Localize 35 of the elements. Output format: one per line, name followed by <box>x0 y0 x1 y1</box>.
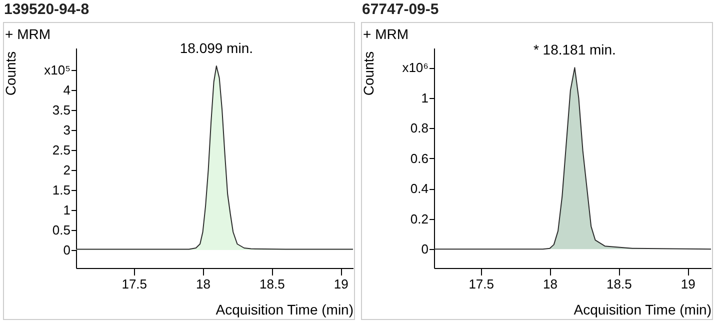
y-tick-label: 0.8 <box>410 120 428 136</box>
y-tick-label: 2.5 <box>52 142 70 158</box>
chart-subtitle: + MRM <box>363 26 408 42</box>
chart-subtitle: + MRM <box>5 26 50 42</box>
x-tick-label: 18.5 <box>606 276 632 292</box>
y-axis-title: Counts <box>360 51 376 96</box>
y-tick-label: 1 <box>63 202 70 218</box>
y-axis-title: Counts <box>2 51 18 96</box>
y-tick-label: 0.4 <box>410 181 428 196</box>
y-tick-label: 0.2 <box>410 211 428 226</box>
y-tick-label: 1 <box>421 90 428 106</box>
chart-title: 139520-94-8 <box>3 0 90 20</box>
x-tick-label: 19 <box>334 276 348 292</box>
annotation: 18.099 min. <box>180 40 254 56</box>
y-tick-label: 3 <box>63 122 70 138</box>
y-tick-label: 0 <box>63 242 70 258</box>
x-axis-title: Acquisition Time (min) <box>574 302 712 318</box>
annotation: * 18.181 min. <box>533 42 616 58</box>
y-tick-label: 3.5 <box>52 102 70 118</box>
x-axis-title: Acquisition Time (min) <box>216 302 354 318</box>
x-tick-label: 18 <box>196 276 211 292</box>
x-tick-label: 19 <box>680 276 696 292</box>
chart-title: 67747-09-5 <box>361 0 440 20</box>
y-tick-label: 4 <box>63 82 70 98</box>
x-tick-label: 17.5 <box>122 276 148 292</box>
x-tick-label: 18.5 <box>260 276 285 292</box>
x-tick-label: 17.5 <box>468 276 494 292</box>
y-tick-label: 2 <box>63 162 70 178</box>
x-tick-label: 18 <box>543 276 558 292</box>
y-tick-label: x10⁵ <box>44 62 70 78</box>
y-tick-label: 1.5 <box>52 182 70 198</box>
y-tick-label: 0.5 <box>52 222 70 238</box>
y-tick-label: 0.6 <box>410 150 428 166</box>
y-tick-label: x10⁶ <box>402 60 428 76</box>
y-tick-label: 0 <box>421 242 428 257</box>
